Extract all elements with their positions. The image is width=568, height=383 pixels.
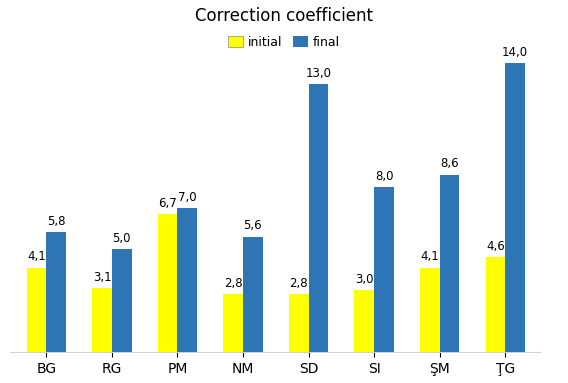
Text: 2,8: 2,8 [290, 277, 308, 290]
Text: 14,0: 14,0 [502, 46, 528, 59]
Bar [27, 268, 46, 352]
Text: 8,6: 8,6 [440, 157, 459, 170]
Bar [354, 290, 374, 352]
Bar [374, 187, 394, 352]
Bar [112, 249, 132, 352]
Text: 4,6: 4,6 [486, 240, 505, 253]
Text: 5,8: 5,8 [47, 215, 65, 228]
Title: Correction coefficient: Correction coefficient [195, 7, 373, 25]
Text: 5,6: 5,6 [244, 219, 262, 232]
Legend: initial, final: initial, final [224, 32, 344, 52]
Bar [92, 288, 112, 352]
Text: 3,1: 3,1 [93, 271, 111, 284]
Bar [177, 208, 197, 352]
Bar [440, 175, 460, 352]
Text: 7,0: 7,0 [178, 191, 197, 203]
Bar [243, 237, 262, 352]
Text: 3,0: 3,0 [355, 273, 374, 286]
Text: 2,8: 2,8 [224, 277, 243, 290]
Bar [289, 295, 308, 352]
Bar [308, 84, 328, 352]
Bar [420, 268, 440, 352]
Text: 4,1: 4,1 [27, 250, 46, 264]
Bar [158, 214, 177, 352]
Text: 13,0: 13,0 [306, 67, 331, 80]
Text: 8,0: 8,0 [375, 170, 393, 183]
Bar [486, 257, 506, 352]
Bar [506, 63, 525, 352]
Text: 4,1: 4,1 [420, 250, 439, 264]
Text: 5,0: 5,0 [112, 232, 131, 245]
Polygon shape [541, 352, 558, 358]
Bar [223, 295, 243, 352]
Text: 6,7: 6,7 [158, 197, 177, 210]
Bar [46, 232, 66, 352]
